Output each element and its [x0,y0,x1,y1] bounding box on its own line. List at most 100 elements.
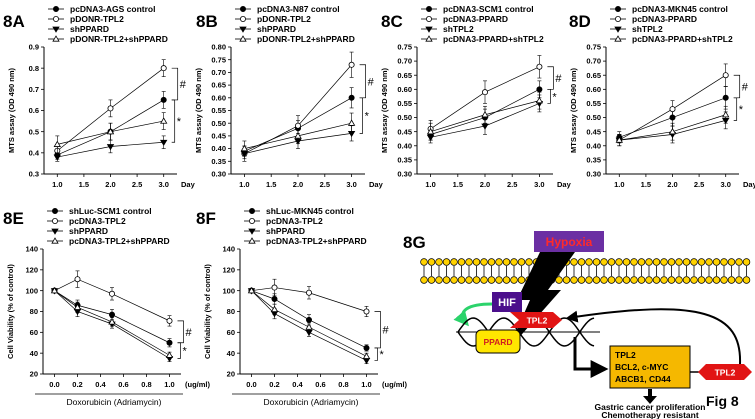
membrane-head [555,276,563,284]
membrane-head [577,258,586,266]
membrane-head [472,276,481,284]
data-point-open-circle [348,61,355,68]
tpl2-right-hexagon [698,364,752,380]
significance-bracket [374,347,378,361]
series-open-triangle [240,112,356,157]
legend-label: pcDNA3-TPL2 [69,216,126,226]
membrane-head [682,258,691,266]
x-tick-label: 1.5 [266,180,276,189]
membrane-head [495,276,503,284]
membrane-head [667,276,676,284]
y-tick-label: 0.65 [397,71,412,80]
membrane-head [742,276,751,284]
panel-letter: 8F [196,209,216,228]
membrane-head [735,276,743,284]
data-point-open-circle [248,217,255,224]
y-tick-label: 0.80 [211,43,226,52]
data-point-open-triangle [362,352,371,359]
legend-label: shPPARD [70,24,109,34]
legend: pcDNA3-AGS controlpDONR-TPL2shPPARDpDONR… [48,4,168,44]
x-tick-label: 0.2 [72,380,82,389]
y-tick-label: 0.50 [586,113,601,122]
legend-label: shTPL2 [443,24,474,34]
series-open-circle [248,278,370,318]
target-line-1: TPL2 [615,350,636,360]
targets-box [609,345,691,389]
figure-label: Fig 8 [706,393,739,409]
data-point-open-triangle [106,127,115,135]
legend-label: pcDNA3-TPL2 [266,216,323,226]
membrane-head [712,276,721,284]
panel-letter: 8D [569,12,591,31]
cell-membrane [420,258,751,284]
y-tick-label: 20 [227,370,235,379]
series-open-circle [51,270,173,327]
data-point-open-triangle [426,127,435,135]
y-tick-label: 0.65 [586,71,601,80]
membrane-head [502,276,511,284]
membrane-head [592,258,601,266]
significance-mark: * [183,346,188,358]
series-open-triangle [247,286,371,360]
significance-mark: * [739,104,744,116]
tpl2-label: TPL2 [527,316,548,326]
legend-label: pDONR-TPL2+shPPARD [70,34,168,44]
y-tick-label: 0.40 [211,144,226,153]
panel-letter: 8A [3,12,25,31]
data-point-open-triangle [425,35,433,42]
x-tick-label: 3.0 [534,180,544,189]
panel-letter: 8B [196,12,218,31]
y-tick-label: 0.4 [29,148,40,157]
legend-label: pcDNA3-PPARD+shTPL2 [632,34,733,44]
membrane-head [652,258,661,266]
membrane-head [645,258,653,266]
y-tick-label: 60 [30,328,38,337]
y-tick-label: 0.50 [211,119,226,128]
x-tick-label: 3.0 [720,180,730,189]
significance-bracket [547,88,551,104]
x-unit-label: Day [369,180,384,189]
outcome-line-2: Chemotherapy resistant [601,410,698,419]
legend-label: shPPARD [257,24,296,34]
data-point-open-circle [53,15,60,22]
data-point-filled-circle [536,86,543,93]
data-point-open-circle [166,317,173,324]
data-point-filled-triangle [248,228,256,235]
x-tick-label: 2.5 [132,180,142,189]
data-point-filled-circle [425,6,432,12]
data-point-filled-circle [166,339,173,346]
significance-mark: # [186,327,193,339]
y-tick-label: 80 [30,307,38,316]
significance-mark: * [177,116,182,128]
membrane-head [660,276,668,284]
legend-label: pcDNA3-MKN45 control [632,4,728,14]
x-tick-label: 3.0 [158,180,168,189]
x-tick-label: 1.0 [361,380,371,389]
membrane-head [720,258,728,266]
membrane-head [615,276,623,284]
y-tick-label: 0.60 [211,93,226,102]
membrane-head [442,258,451,266]
y-tick-label: 60 [227,328,235,337]
y-tick-label: 0.45 [211,132,226,141]
membrane-head [630,276,638,284]
series-line [251,290,367,357]
membrane-head [495,258,503,266]
data-point-open-circle [107,105,114,112]
membrane-head [645,276,653,284]
target-line-3: ABCB1, CD44 [615,374,671,384]
significance-mark: * [365,111,370,123]
y-tick-label: 0.45 [397,127,412,136]
data-point-open-triangle [50,286,59,294]
data-point-open-circle [615,15,622,22]
significance-mark: # [383,325,390,337]
membrane-head [427,276,436,284]
x-tick-label: 1.5 [641,180,651,189]
membrane-head [697,276,706,284]
membrane-head [457,258,466,266]
membrane-head [705,258,713,266]
y-tick-label: 0.40 [586,141,601,150]
membrane-head [585,276,593,284]
legend-label: pcDNA3-N87 control [257,4,340,14]
membrane-head [615,258,623,266]
